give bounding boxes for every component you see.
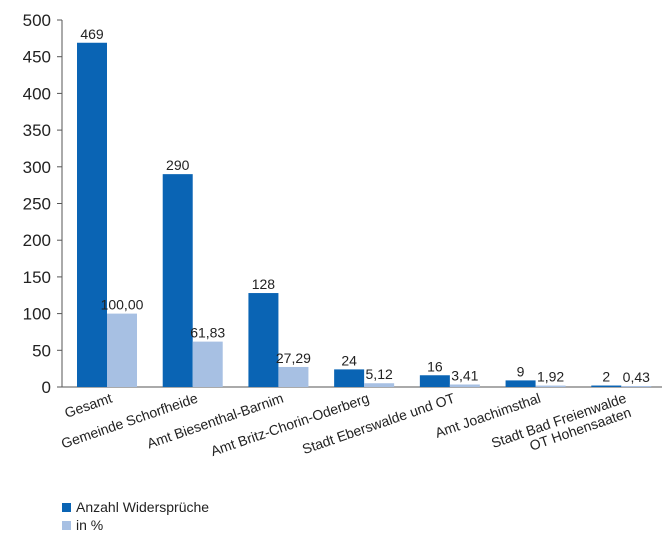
- data-label-series-2: 3,41: [451, 367, 478, 383]
- legend-swatch-series-1: [62, 502, 71, 512]
- data-label-series-2: 5,12: [366, 366, 393, 382]
- y-tick-label: 350: [23, 121, 51, 140]
- data-label-series-2: 27,29: [276, 350, 311, 366]
- category-label: Gesamt: [62, 390, 114, 421]
- data-label-series-1: 290: [166, 157, 190, 173]
- bar-series-2: [449, 384, 480, 387]
- bar-series-2: [192, 341, 223, 387]
- category-label: Stadt Eberswalde und OT: [300, 390, 457, 457]
- data-label-series-1: 9: [517, 363, 525, 379]
- data-label-series-1: 128: [252, 276, 276, 292]
- bar-series-2: [278, 366, 309, 387]
- data-label-series-2: 0,43: [623, 369, 650, 385]
- bar-series-2: [364, 383, 395, 387]
- bar-series-1: [162, 174, 193, 387]
- legend-item-series-1: Anzahl Widersprüche: [62, 498, 209, 516]
- bar-series-2: [535, 385, 566, 387]
- y-tick-label: 400: [23, 84, 51, 103]
- data-label-series-1: 469: [80, 26, 104, 42]
- data-label-series-2: 1,92: [537, 369, 564, 385]
- category-label: Amt Britz-Chorin-Oderberg: [208, 390, 371, 459]
- bars: [77, 42, 652, 388]
- bar-series-1: [505, 380, 536, 387]
- legend-label-series-2: in %: [76, 517, 104, 533]
- data-label-series-1: 24: [341, 352, 357, 368]
- legend-swatch-series-2: [62, 520, 71, 530]
- y-tick-label: 500: [23, 11, 51, 30]
- y-tick-label: 300: [23, 158, 51, 177]
- y-tick-label: 50: [32, 341, 51, 360]
- data-label-series-2: 61,83: [190, 325, 225, 341]
- category-label-line: Stadt Eberswalde und OT: [300, 390, 457, 457]
- bar-series-1: [77, 42, 107, 388]
- y-tick-label: 150: [23, 268, 51, 287]
- bar-series-1: [419, 375, 450, 387]
- legend-item-series-2: in %: [62, 516, 209, 534]
- y-axis: 0 50 100 150 200 250 300 350 400 450 500: [23, 11, 662, 397]
- data-label-series-1: 16: [427, 358, 443, 374]
- bar-series-1: [248, 293, 279, 387]
- y-tick-label: 200: [23, 231, 51, 250]
- data-label-series-1: 2: [602, 369, 610, 385]
- bar-series-2: [621, 386, 652, 387]
- y-tick-label: 450: [23, 48, 51, 67]
- legend-label-series-1: Anzahl Widersprüche: [76, 499, 210, 515]
- y-tick-label: 250: [23, 195, 51, 214]
- legend: Anzahl Widersprüche in %: [62, 498, 209, 534]
- data-label-series-2: 100,00: [101, 297, 144, 313]
- y-tick-label: 100: [23, 305, 51, 324]
- y-tick-label: 0: [42, 378, 51, 397]
- category-label-line: Amt Britz-Chorin-Oderberg: [208, 390, 371, 459]
- bar-series-1: [591, 385, 622, 387]
- data-labels: 469 290 128 24 16 9 2 100,00 61,83 27,29 5,12 3,41 1…: [80, 26, 650, 385]
- bar-series-2: [107, 313, 137, 387]
- bar-series-1: [334, 369, 365, 387]
- bar-chart: 0 50 100 150 200 250 300 350 400 450 500 469 290 128…: [23, 11, 662, 459]
- category-label-line: Gesamt: [62, 390, 114, 421]
